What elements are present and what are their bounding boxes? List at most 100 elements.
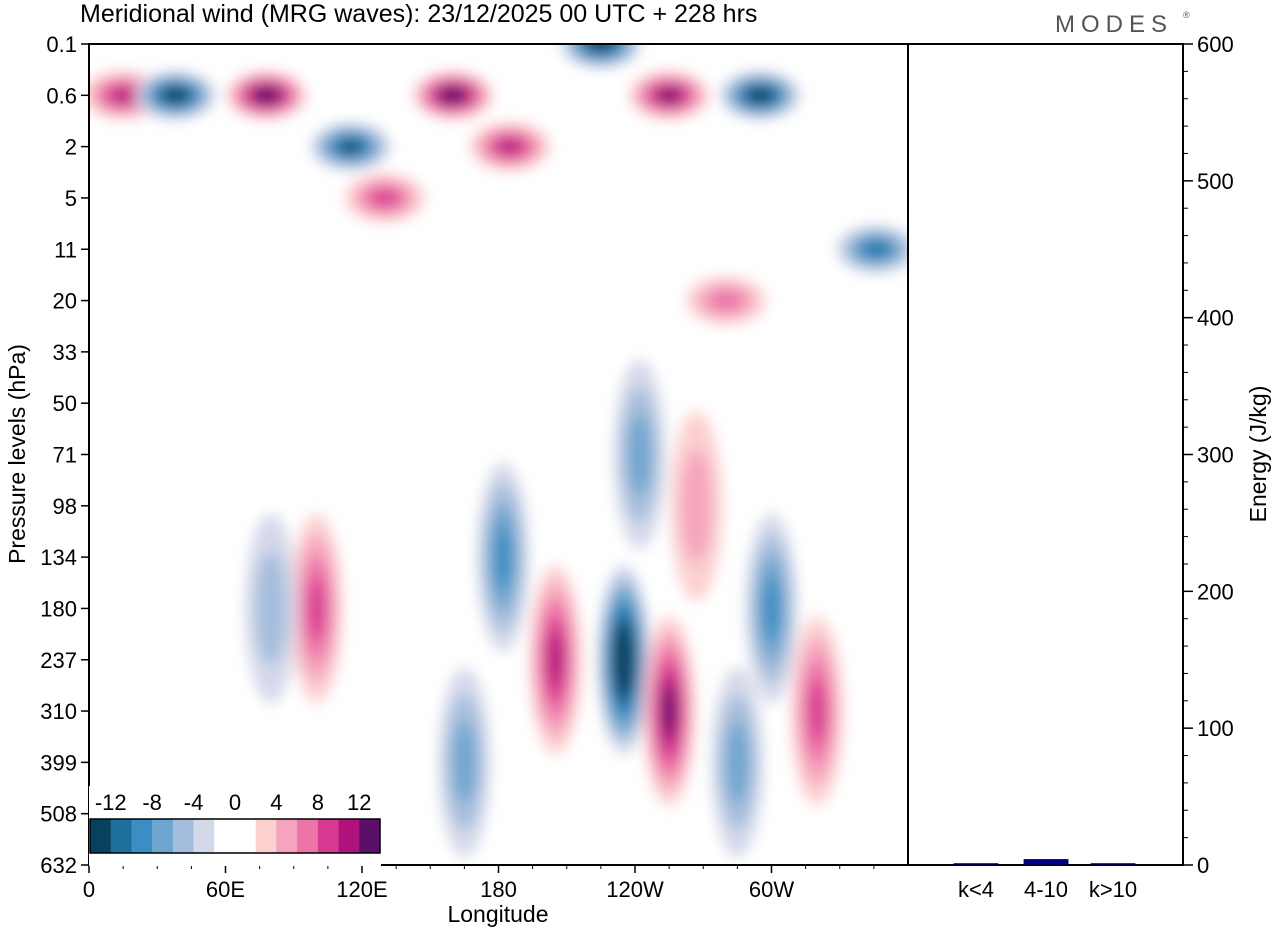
wind-anomaly-contour: [659, 89, 679, 101]
energy-tick-label: 300: [1197, 443, 1234, 468]
colorbar-label: -4: [184, 790, 204, 815]
longitude-tick-label: 0: [83, 877, 95, 902]
modes-logo: MODES ®: [1055, 10, 1190, 38]
heatmap-field: [89, 44, 908, 858]
wind-anomaly-contour: [628, 413, 651, 496]
wind-anomaly-contour: [619, 642, 629, 677]
wind-anomaly-contour: [167, 90, 184, 101]
colorbar-cell: [193, 819, 215, 853]
pressure-tick-label: 20: [53, 289, 77, 314]
wind-anomaly-contour: [453, 721, 476, 804]
wind-anomaly-contour: [726, 721, 749, 804]
longitude-axis-label: Longitude: [447, 901, 548, 927]
energy-bar: [1090, 863, 1136, 866]
pressure-tick-label: 508: [40, 802, 77, 827]
energy-tick-label: 500: [1197, 169, 1234, 194]
pressure-tick-label: 310: [40, 699, 77, 724]
brand-name: MODES: [1055, 11, 1173, 38]
wind-anomaly-contour: [548, 633, 563, 686]
colorbar-cell: [338, 819, 360, 853]
wind-anomaly-contour: [255, 551, 287, 666]
wind-anomaly-contour: [307, 576, 326, 641]
colorbar-cell: [172, 819, 195, 853]
colorbar-cell: [255, 819, 277, 853]
energy-tick-label: 200: [1197, 579, 1234, 604]
energy-panel: 0 100 200 300 400 500 600 k<4 4-10 k>10 Energy (…: [907, 32, 1271, 902]
pressure-tick-label: 98: [53, 494, 77, 519]
longitude-tick-label: 120E: [336, 877, 387, 902]
wind-anomaly-contour: [680, 448, 713, 563]
wind-anomaly-contour: [865, 242, 888, 256]
colorbar-cell: [317, 819, 340, 853]
energy-category-label: k>10: [1089, 877, 1137, 902]
pressure-tick-label: 134: [40, 545, 77, 570]
colorbar-cell: [131, 819, 153, 853]
wind-anomaly-contour: [371, 189, 399, 206]
energy-tick-label: 400: [1197, 306, 1234, 331]
colorbar-labels: -12 -8 -4 0 4 8 12: [95, 790, 372, 815]
colorbar-cell: [110, 819, 132, 853]
chart-title: Meridional wind (MRG waves): 23/12/2025 …: [80, 0, 757, 28]
wind-anomaly-contour: [498, 140, 521, 154]
colorbar-frame: [89, 818, 381, 854]
wind-anomaly-contour: [592, 44, 609, 49]
brand-mark: ®: [1183, 10, 1190, 20]
energy-category-label: k<4: [958, 877, 994, 902]
pressure-tick-label: 33: [53, 340, 77, 365]
longitude-tick-label: 60E: [206, 877, 245, 902]
energy-categories: k<4 4-10 k>10: [958, 877, 1137, 902]
wind-anomaly-contour: [258, 90, 275, 101]
longitude-tick-label: 120W: [606, 877, 664, 902]
wind-anomaly-contour: [445, 90, 461, 101]
colorbar-cell: [214, 819, 236, 853]
pressure-tick-label: 11: [54, 237, 77, 262]
pressure-tick-label: 632: [40, 853, 77, 878]
wind-anomaly-contour: [341, 141, 360, 153]
pressure-tick-label: 0.1: [46, 32, 77, 57]
energy-bars: [953, 859, 1136, 866]
energy-axis: 0 100 200 300 400 500 600: [1183, 32, 1234, 878]
pressure-tick-label: 237: [40, 648, 77, 673]
pressure-tick-label: 71: [53, 443, 77, 468]
energy-tick-label: 100: [1197, 716, 1234, 741]
wind-anomaly-contour: [663, 689, 676, 733]
colorbar-cell: [152, 819, 174, 853]
pressure-axis-label: Pressure levels (hPa): [4, 344, 30, 564]
colorbar-label: -8: [142, 790, 162, 815]
colorbar-label: -12: [95, 790, 127, 815]
heatmap-background: [89, 44, 908, 865]
pressure-tick-label: 399: [40, 750, 77, 775]
energy-tick-label: 600: [1197, 32, 1234, 57]
pressure-tick-label: 5: [65, 186, 77, 211]
colorbar-label: 0: [229, 790, 241, 815]
wind-anomaly-contour: [708, 290, 744, 311]
colorbar-cell: [90, 819, 112, 853]
pressure-tick-label: 180: [40, 596, 77, 621]
longitude-tick-label: 60W: [749, 877, 794, 902]
pressure-tick-label: 50: [53, 391, 77, 416]
wind-anomaly-contour: [762, 576, 781, 641]
pressure-tick-label: 2: [65, 135, 77, 160]
colorbar-cell: [297, 819, 319, 853]
heatmap-panel: 0.1 0.6 2 5 11 20 33 50 71 98 134 180 237 310 399 508 63…: [4, 32, 909, 927]
colorbar-cells: [90, 819, 381, 853]
colorbar-cell: [235, 819, 257, 853]
energy-bar: [1023, 859, 1069, 866]
energy-axis-label: Energy (J/kg): [1245, 386, 1271, 523]
pressure-axis: 0.1 0.6 2 5 11 20 33 50 71 98 134 180 237 310 399 508 63…: [40, 32, 89, 878]
longitude-axis: 0 60E 120E 180 120W 60W: [83, 865, 875, 902]
pressure-tick-label: 0.6: [46, 83, 77, 108]
colorbar-cell: [276, 819, 298, 853]
wind-anomaly-contour: [494, 525, 512, 589]
colorbar-cell: [359, 819, 381, 853]
colorbar-label: 12: [347, 790, 371, 815]
longitude-tick-label: 180: [480, 877, 517, 902]
colorbar: -12 -8 -4 0 4 8 12: [89, 786, 381, 866]
energy-frame: [907, 43, 1184, 866]
energy-tick-label: 0: [1197, 853, 1209, 878]
wind-anomaly-contour: [808, 679, 826, 743]
energy-category-label: 4-10: [1024, 877, 1068, 902]
wind-anomaly-contour: [752, 90, 769, 101]
colorbar-label: 8: [312, 790, 324, 815]
